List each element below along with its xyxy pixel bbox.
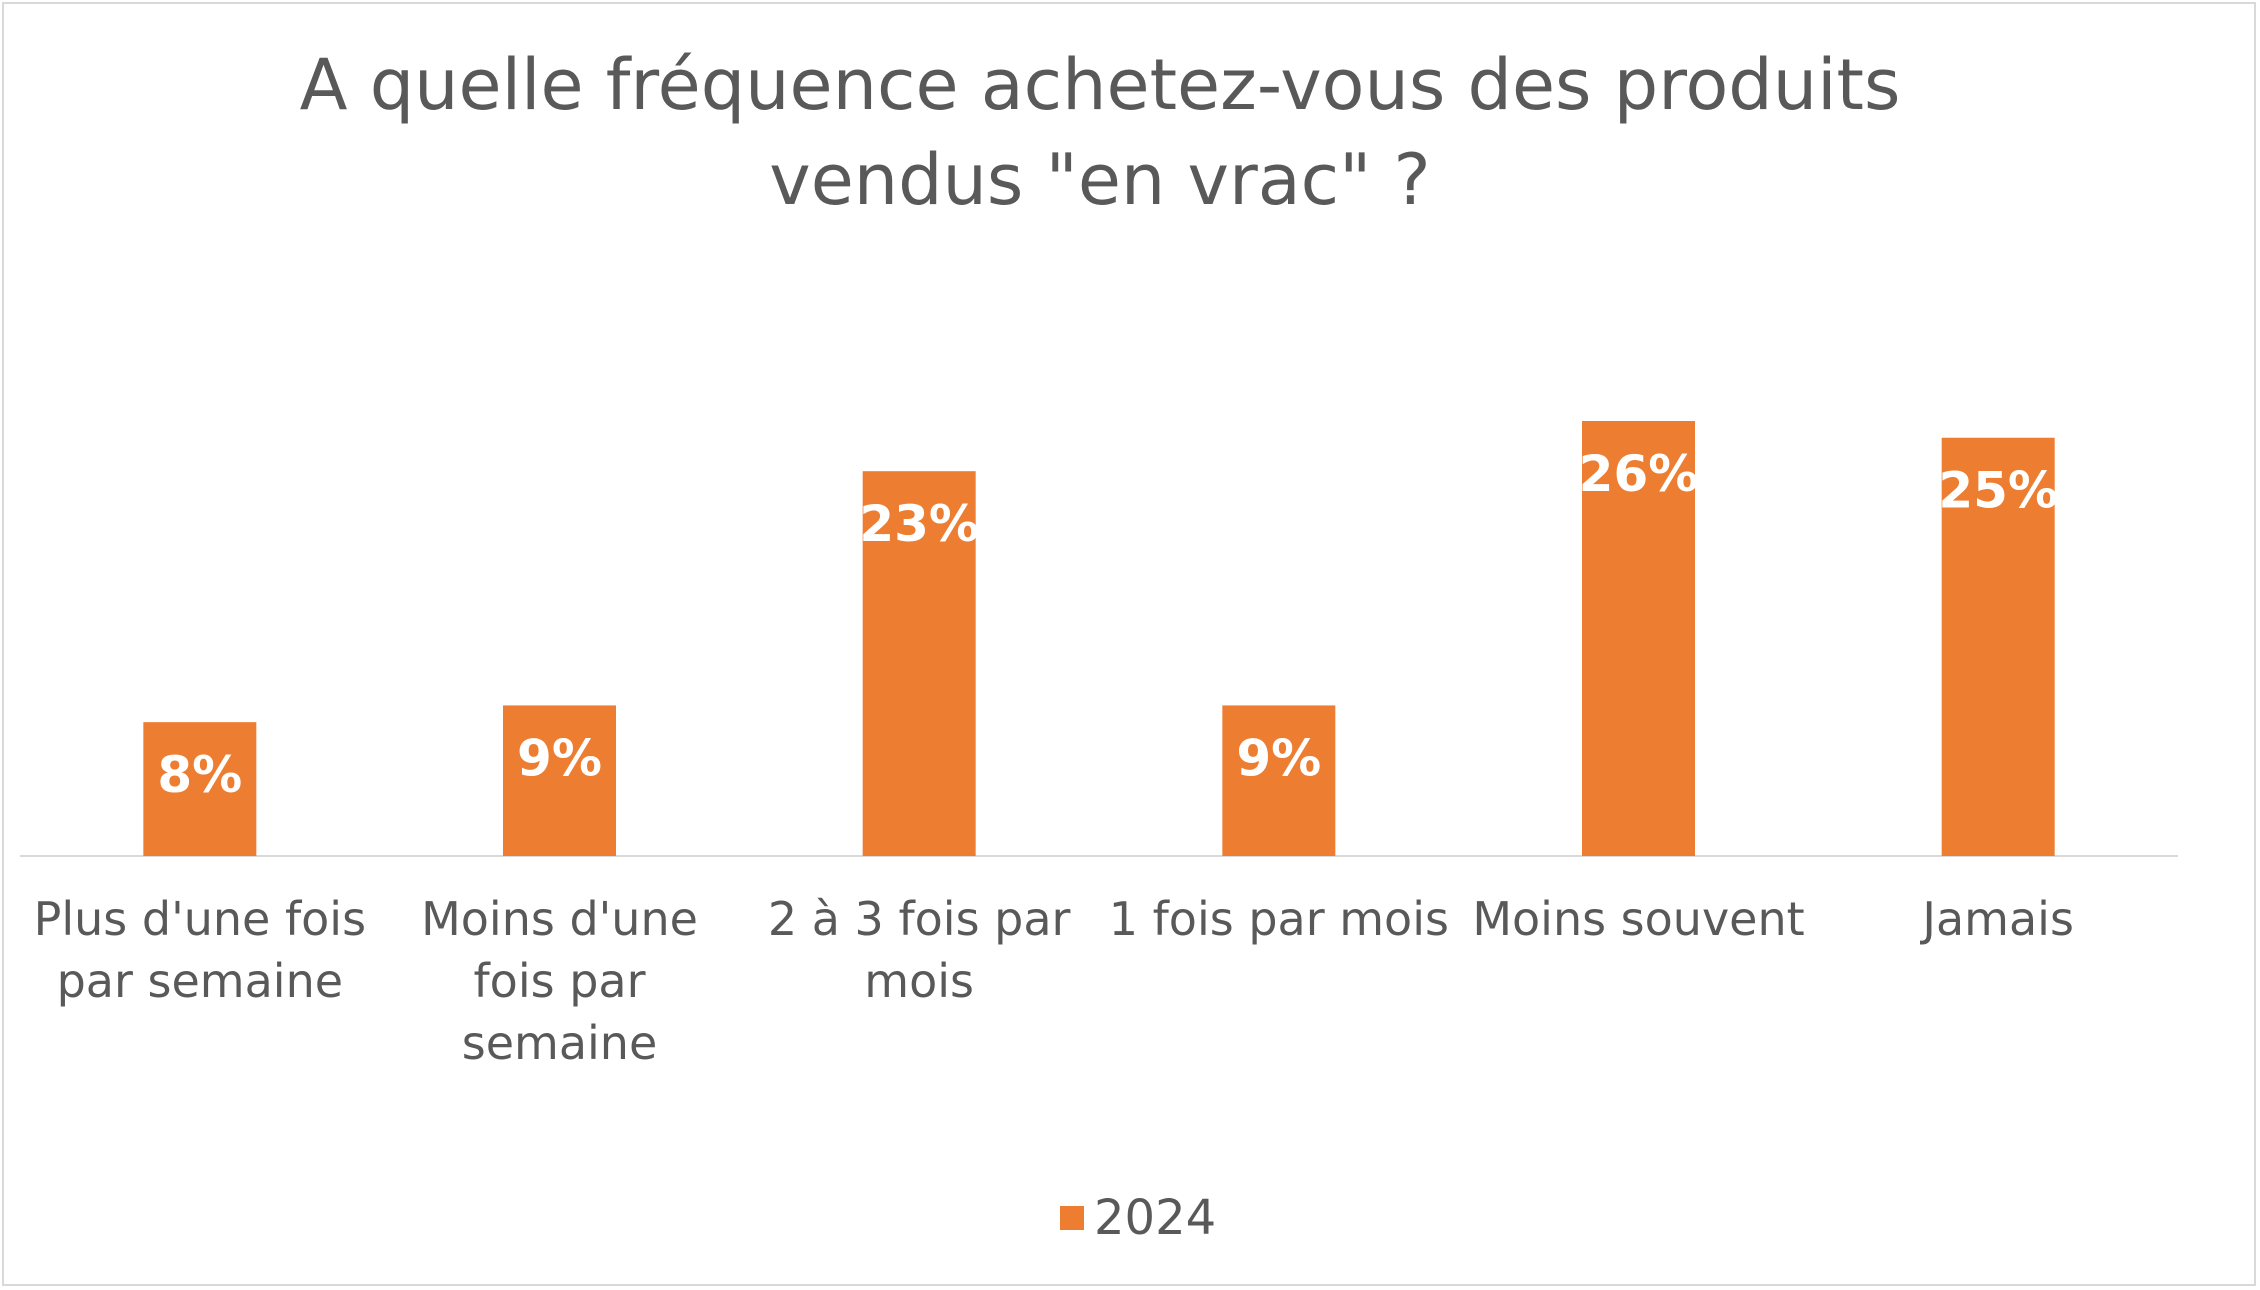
data-label: 9%	[517, 729, 602, 787]
category-label-line: Moins d'une	[421, 892, 698, 946]
bar[interactable]	[143, 722, 257, 856]
category-label-line: semaine	[461, 1016, 658, 1070]
bar[interactable]	[1582, 421, 1695, 856]
bar[interactable]	[1941, 437, 2055, 856]
category-label: Plus d'une fois par semaine	[20, 888, 380, 1012]
category-label-line: par semaine	[56, 954, 344, 1008]
category-label: 2 à 3 fois par mois	[739, 888, 1099, 1012]
legend-label: 2024	[1094, 1190, 1217, 1246]
data-label: 9%	[1236, 729, 1321, 787]
category-label: Moins souvent	[1459, 888, 1819, 950]
category-label-line: mois	[864, 954, 974, 1008]
data-label: 25%	[1938, 462, 2058, 520]
category-label-line: Plus d'une fois	[33, 892, 367, 946]
chart-title: A quelle fréquence achetez-vous des prod…	[299, 44, 1901, 221]
category-label: 1 fois par mois	[1099, 888, 1459, 950]
data-label: 26%	[1579, 445, 1699, 503]
legend[interactable]: 2024	[1060, 1188, 1216, 1248]
data-label: 23%	[859, 495, 979, 553]
category-label: Jamais	[1818, 888, 2178, 950]
data-label: 8%	[157, 746, 242, 804]
category-label-line: 2 à 3 fois par	[767, 892, 1071, 946]
category-label-line: fois par	[473, 954, 646, 1008]
bar[interactable]	[1222, 705, 1336, 856]
category-label: Moins d'une fois par semaine	[380, 888, 740, 1074]
category-label-line: Moins souvent	[1472, 892, 1805, 946]
category-label-line: 1 fois par mois	[1108, 892, 1449, 946]
legend-swatch	[1060, 1206, 1084, 1230]
category-label-line: Jamais	[1922, 892, 2074, 946]
bar[interactable]	[503, 705, 616, 856]
bar[interactable]	[862, 471, 976, 856]
